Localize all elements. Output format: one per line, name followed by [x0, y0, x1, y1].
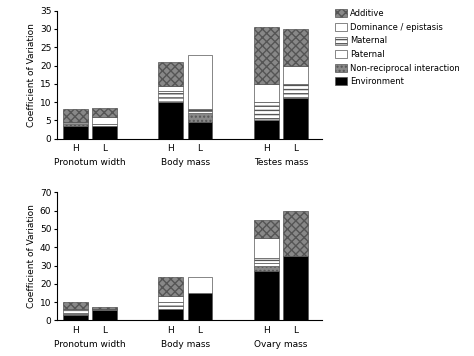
Bar [283, 84, 308, 99]
Bar [92, 124, 117, 126]
Bar [63, 124, 88, 126]
Bar [283, 211, 308, 256]
Bar [63, 109, 88, 122]
Text: Testes mass: Testes mass [254, 158, 308, 167]
Bar [158, 62, 183, 86]
Bar [158, 277, 183, 296]
Text: Pronotum width: Pronotum width [54, 158, 126, 167]
Bar [283, 256, 308, 320]
Bar [63, 122, 88, 124]
Bar [63, 309, 88, 310]
Bar [63, 126, 88, 139]
Text: Pronotum width: Pronotum width [54, 340, 126, 349]
Bar [158, 86, 183, 91]
Bar [92, 307, 117, 309]
Bar [92, 108, 117, 117]
Bar [63, 302, 88, 309]
Y-axis label: Coefficient of Variation: Coefficient of Variation [27, 204, 36, 308]
Bar [254, 220, 279, 238]
Y-axis label: Coefficient of Variation: Coefficient of Variation [27, 23, 36, 127]
Bar [188, 277, 212, 293]
Legend: Additive, Dominance / epistasis, Maternal, Paternal, Non-reciprocal interaction,: Additive, Dominance / epistasis, Materna… [335, 9, 461, 87]
Bar [254, 102, 279, 120]
Text: Ovary mass: Ovary mass [254, 340, 308, 349]
Bar [188, 54, 212, 109]
Bar [188, 293, 212, 320]
Bar [283, 66, 308, 84]
Bar [92, 126, 117, 139]
Bar [92, 117, 117, 124]
Bar [63, 310, 88, 313]
Bar [158, 296, 183, 302]
Bar [158, 91, 183, 102]
Bar [254, 266, 279, 271]
Bar [158, 102, 183, 139]
Bar [283, 29, 308, 66]
Bar [254, 84, 279, 102]
Bar [254, 120, 279, 139]
Bar [254, 271, 279, 320]
Bar [63, 313, 88, 314]
Bar [254, 263, 279, 266]
Bar [188, 122, 212, 139]
Bar [254, 27, 279, 84]
Bar [188, 109, 212, 111]
Bar [158, 309, 183, 320]
Bar [63, 315, 88, 320]
Bar [283, 99, 308, 139]
Bar [63, 314, 88, 315]
Text: Body mass: Body mass [161, 158, 210, 167]
Bar [92, 309, 117, 310]
Bar [92, 310, 117, 320]
Bar [254, 238, 279, 258]
Text: Body mass: Body mass [161, 340, 210, 349]
Bar [188, 113, 212, 122]
Bar [158, 302, 183, 306]
Bar [254, 258, 279, 263]
Bar [188, 111, 212, 113]
Bar [158, 306, 183, 309]
